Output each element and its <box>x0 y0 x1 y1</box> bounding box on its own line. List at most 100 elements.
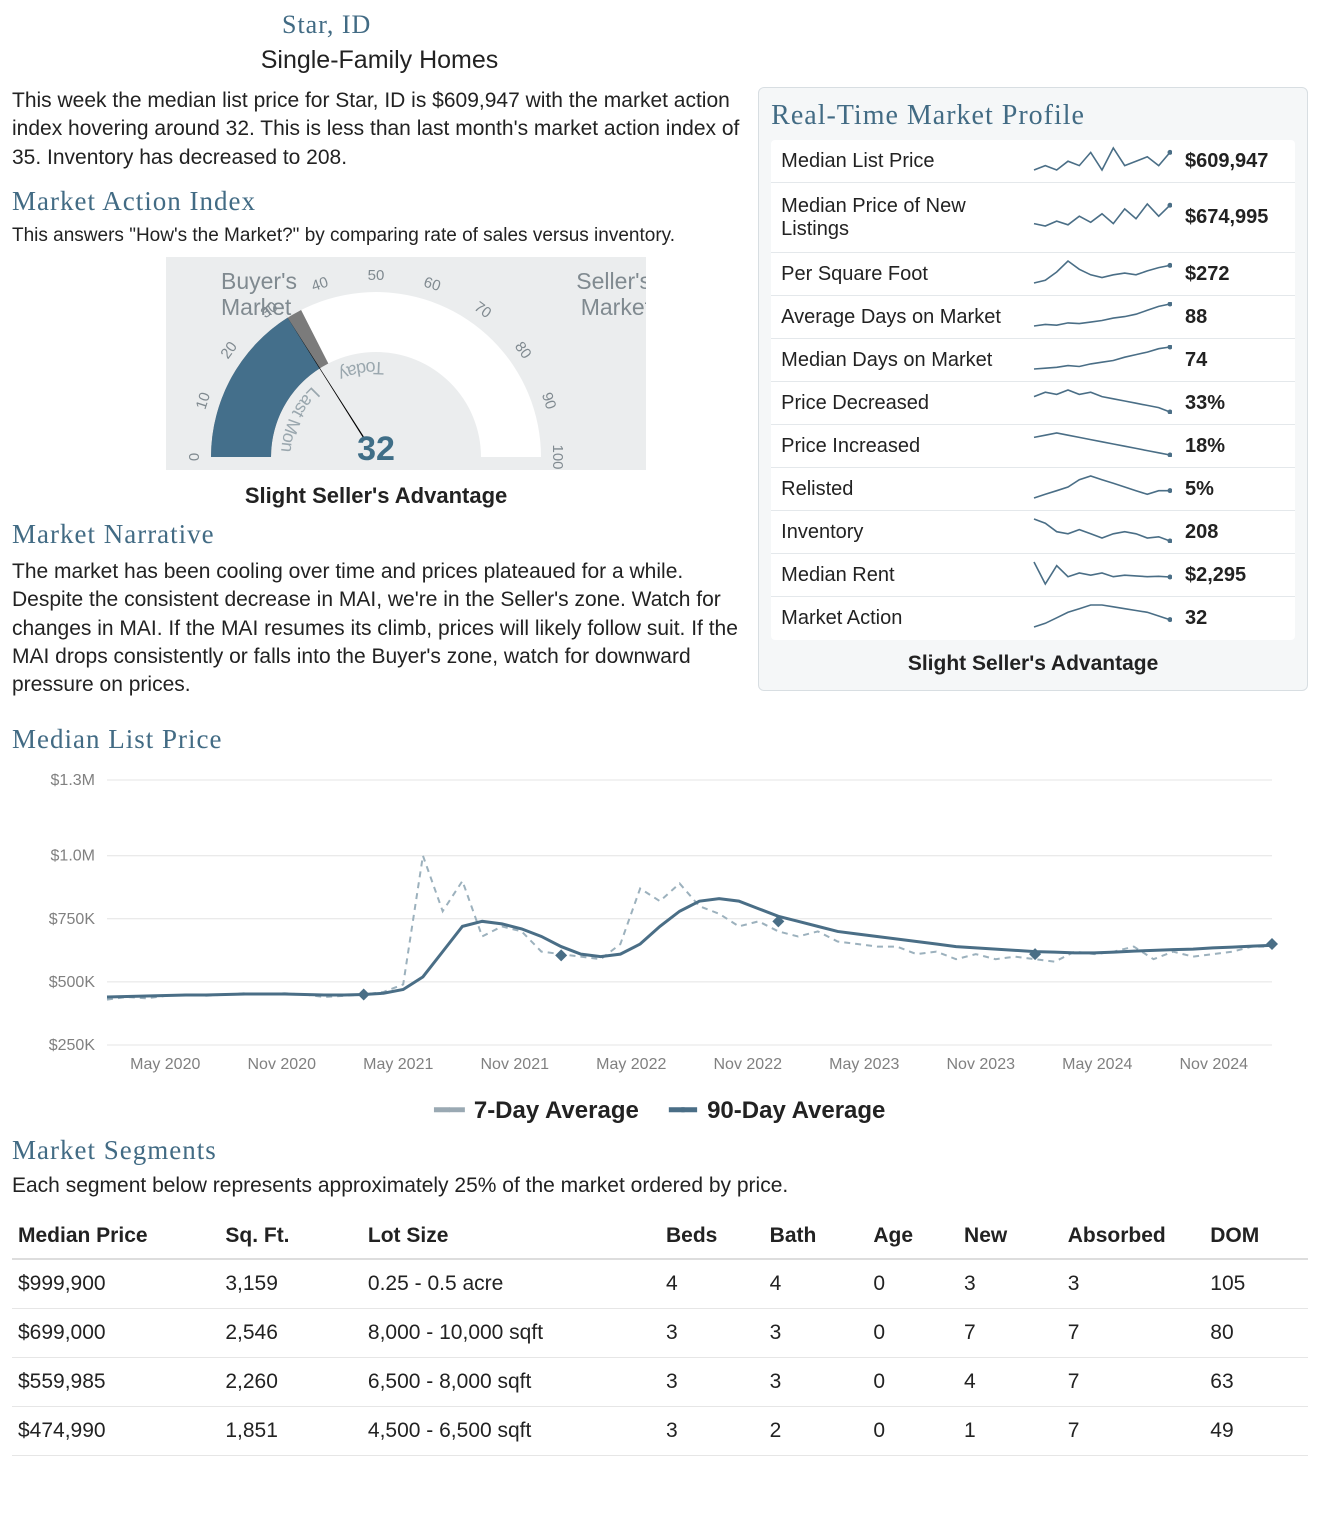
profile-title: Real-Time Market Profile <box>771 100 1295 132</box>
profile-value: $272 <box>1185 263 1285 286</box>
profile-row: Per Square Foot $272 <box>771 253 1295 296</box>
svg-text:May 2021: May 2021 <box>363 1056 433 1073</box>
svg-text:$1.3M: $1.3M <box>51 772 95 789</box>
svg-text:$500K: $500K <box>49 974 96 991</box>
mai-desc: This answers "How's the Market?" by comp… <box>12 225 740 247</box>
page-subtitle: Single-Family Homes <box>12 46 747 75</box>
svg-text:Nov 2023: Nov 2023 <box>947 1056 1016 1073</box>
mai-gauge: 0102030405060708090100Buyer'sMarketSelle… <box>12 257 740 475</box>
segments-col: Median Price <box>12 1214 219 1259</box>
svg-text:$750K: $750K <box>49 911 96 928</box>
profile-label: Price Increased <box>781 435 1024 458</box>
profile-row: Median List Price $609,947 <box>771 140 1295 183</box>
svg-text:Market: Market <box>221 294 292 320</box>
sparkline <box>1032 517 1177 548</box>
sparkline <box>1032 560 1177 591</box>
svg-text:Buyer's: Buyer's <box>221 268 297 294</box>
profile-panel: Real-Time Market Profile Median List Pri… <box>758 87 1308 691</box>
profile-row: Relisted 5% <box>771 468 1295 511</box>
profile-value: 88 <box>1185 306 1285 329</box>
segments-col: Sq. Ft. <box>219 1214 362 1259</box>
svg-text:Nov 2020: Nov 2020 <box>248 1056 317 1073</box>
profile-label: Median List Price <box>781 150 1024 173</box>
profile-row: Median Price of New Listings $674,995 <box>771 183 1295 253</box>
intro-paragraph: This week the median list price for Star… <box>12 87 740 172</box>
profile-footer: Slight Seller's Advantage <box>771 652 1295 676</box>
profile-value: 74 <box>1185 349 1285 372</box>
svg-text:$250K: $250K <box>49 1037 96 1054</box>
profile-label: Market Action <box>781 607 1024 630</box>
mai-caption: Slight Seller's Advantage <box>12 483 740 509</box>
segments-col: Age <box>867 1214 958 1259</box>
sparkline <box>1032 474 1177 505</box>
segments-col: Beds <box>660 1214 764 1259</box>
sparkline <box>1032 302 1177 333</box>
profile-value: $2,295 <box>1185 564 1285 587</box>
profile-label: Price Decreased <box>781 392 1024 415</box>
sparkline <box>1032 345 1177 376</box>
legend-90day: 90-Day Average <box>707 1097 885 1124</box>
sparkline <box>1032 202 1177 233</box>
chart-legend: ━ ━ 7-Day Average ━━ 90-Day Average <box>12 1096 1308 1125</box>
svg-text:May 2024: May 2024 <box>1062 1056 1132 1073</box>
profile-row: Price Increased 18% <box>771 425 1295 468</box>
profile-value: 33% <box>1185 392 1285 415</box>
profile-value: 208 <box>1185 521 1285 544</box>
profile-value: 5% <box>1185 478 1285 501</box>
sparkline <box>1032 603 1177 634</box>
sparkline <box>1032 146 1177 177</box>
segments-col: DOM <box>1204 1214 1308 1259</box>
profile-value: $674,995 <box>1185 206 1285 229</box>
svg-text:32: 32 <box>357 430 395 468</box>
segments-col: Bath <box>764 1214 868 1259</box>
profile-value: 18% <box>1185 435 1285 458</box>
svg-text:50: 50 <box>368 267 385 284</box>
segments-desc: Each segment below represents approximat… <box>12 1174 1308 1198</box>
segments-table: Median PriceSq. Ft.Lot SizeBedsBathAgeNe… <box>12 1214 1308 1456</box>
svg-text:May 2022: May 2022 <box>596 1056 666 1073</box>
segments-col: New <box>958 1214 1062 1259</box>
table-row: $559,9852,2606,500 - 8,000 sqft3304763 <box>12 1357 1308 1406</box>
svg-text:Nov 2022: Nov 2022 <box>714 1056 783 1073</box>
profile-row: Median Days on Market 74 <box>771 339 1295 382</box>
profile-label: Median Days on Market <box>781 349 1024 372</box>
profile-row: Market Action 32 <box>771 597 1295 640</box>
svg-text:0: 0 <box>186 453 203 461</box>
profile-label: Inventory <box>781 521 1024 544</box>
svg-text:May 2020: May 2020 <box>130 1056 200 1073</box>
table-row: $474,9901,8514,500 - 6,500 sqft3201749 <box>12 1406 1308 1455</box>
svg-text:Seller's: Seller's <box>576 268 646 294</box>
svg-text:May 2023: May 2023 <box>829 1056 899 1073</box>
sparkline <box>1032 388 1177 419</box>
median-chart: $250K $500K $750K $1.0M $1.3M May 2020 Nov 202… <box>12 765 1308 1125</box>
narrative-text: The market has been cooling over time an… <box>12 558 740 700</box>
profile-label: Average Days on Market <box>781 306 1024 329</box>
profile-row: Price Decreased 33% <box>771 382 1295 425</box>
segments-col: Absorbed <box>1062 1214 1205 1259</box>
svg-text:Market: Market <box>581 294 646 320</box>
profile-label: Relisted <box>781 478 1024 501</box>
sparkline <box>1032 431 1177 462</box>
mai-heading: Market Action Index <box>12 186 740 217</box>
page-city: Star, ID <box>282 10 1308 40</box>
profile-label: Median Rent <box>781 564 1024 587</box>
sparkline <box>1032 259 1177 290</box>
segments-heading: Market Segments <box>12 1135 1308 1166</box>
svg-text:Nov 2021: Nov 2021 <box>481 1056 550 1073</box>
profile-row: Median Rent $2,295 <box>771 554 1295 597</box>
profile-value: 32 <box>1185 607 1285 630</box>
profile-row: Inventory 208 <box>771 511 1295 554</box>
narrative-heading: Market Narrative <box>12 519 740 550</box>
profile-value: $609,947 <box>1185 150 1285 173</box>
median-chart-heading: Median List Price <box>12 724 1308 755</box>
profile-label: Per Square Foot <box>781 263 1024 286</box>
table-row: $999,9003,1590.25 - 0.5 acre44033105 <box>12 1259 1308 1309</box>
legend-7day: 7-Day Average <box>474 1097 639 1124</box>
svg-text:100: 100 <box>549 445 566 470</box>
table-row: $699,0002,5468,000 - 10,000 sqft3307780 <box>12 1308 1308 1357</box>
segments-col: Lot Size <box>362 1214 660 1259</box>
profile-row: Average Days on Market 88 <box>771 296 1295 339</box>
svg-text:$1.0M: $1.0M <box>51 847 95 864</box>
profile-label: Median Price of New Listings <box>781 195 1024 241</box>
svg-text:Nov 2024: Nov 2024 <box>1180 1056 1249 1073</box>
